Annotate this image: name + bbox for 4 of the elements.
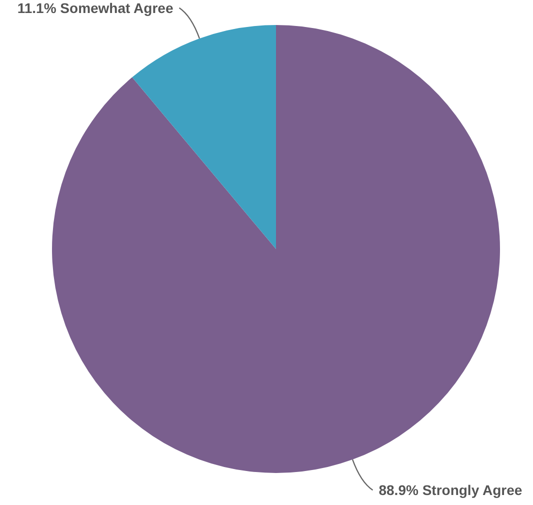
pie-slice — [132, 25, 276, 249]
pie-slice — [52, 25, 500, 473]
slice-label: 88.9% Strongly Agree — [378, 482, 522, 498]
slice-label: 11.1% Somewhat Agree — [17, 0, 174, 16]
